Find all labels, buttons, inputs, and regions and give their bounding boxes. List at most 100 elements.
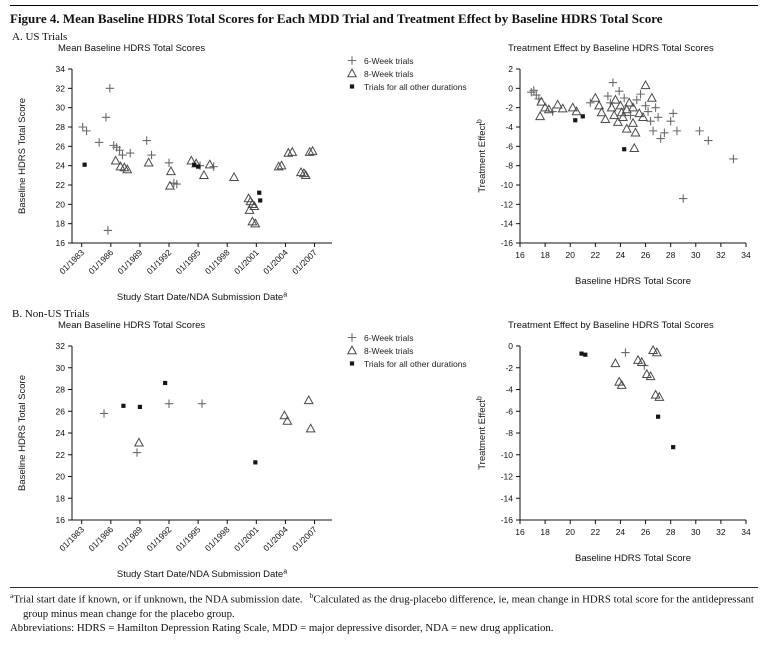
- y-tick-label: 26: [56, 406, 66, 416]
- marker-square: [196, 164, 201, 169]
- marker-plus: [347, 56, 357, 65]
- marker-square: [671, 445, 676, 450]
- panel-a: A. US Trials Mean Baseline HDRS Total Sc…: [10, 31, 758, 305]
- marker-triangle: [110, 155, 121, 165]
- footnote-abbreviations: Abbreviations: HDRS = Hamilton Depressio…: [10, 622, 554, 635]
- marker-triangle: [540, 102, 551, 112]
- x-tick-label: 01/1992: [145, 524, 174, 553]
- y-tick-label: -4: [505, 122, 513, 132]
- marker-triangle: [650, 389, 661, 399]
- y-tick-label: 32: [56, 341, 66, 351]
- y-tick-label: 18: [56, 493, 66, 503]
- marker-triangle: [615, 100, 626, 110]
- marker-plus: [118, 150, 127, 160]
- y-axis-title: Treatment Effectb: [477, 396, 489, 470]
- x-tick-label: 01/2007: [290, 247, 319, 276]
- marker-triangle: [629, 142, 640, 152]
- legend-item-triangle: 8-Week trials: [344, 68, 474, 79]
- marker-plus: [679, 194, 688, 203]
- marker-triangle: [346, 345, 358, 355]
- y-axis-title: Baseline HDRS Total Score: [17, 98, 28, 214]
- x-tick-label: 01/2007: [290, 524, 319, 553]
- y-tick-label: 20: [56, 472, 66, 482]
- triangle-icon: [346, 345, 358, 355]
- marker-triangle: [651, 347, 662, 357]
- x-tick-label: 01/2001: [232, 247, 261, 276]
- marker-square: [258, 198, 263, 203]
- chart-us-effect-block: Treatment Effect by Baseline HDRS Total …: [474, 43, 758, 289]
- marker-plus: [132, 448, 142, 457]
- marker-triangle: [632, 354, 644, 364]
- x-tick-label: 01/1995: [174, 524, 203, 553]
- marker-triangle: [612, 116, 623, 126]
- marker-square: [349, 84, 355, 89]
- x-tick-label: 32: [716, 250, 726, 260]
- marker-square: [192, 162, 197, 167]
- x-tick-label: 22: [591, 527, 601, 537]
- marker-triangle: [186, 155, 197, 165]
- marker-square: [583, 352, 588, 357]
- x-tick-label: 01/1983: [57, 247, 86, 276]
- marker-square: [349, 361, 355, 366]
- marker-plus: [105, 84, 115, 93]
- marker-plus: [660, 128, 669, 137]
- panel-b-label: B. Non-US Trials: [12, 308, 90, 320]
- marker-plus: [668, 109, 678, 118]
- y-tick-label: 28: [56, 122, 66, 132]
- x-tick-label: 20: [565, 250, 575, 260]
- x-tick-label: 01/1998: [203, 524, 232, 553]
- x-tick-label: 01/1986: [86, 524, 115, 553]
- marker-plus: [529, 86, 539, 95]
- marker-triangle: [273, 161, 284, 171]
- footnote-b-sup: b: [309, 591, 314, 600]
- y-tick-label: 0: [508, 83, 513, 93]
- marker-triangle: [115, 161, 126, 171]
- y-tick-label: 26: [56, 141, 66, 151]
- marker-triangle: [536, 96, 547, 106]
- marker-plus: [651, 103, 660, 112]
- marker-plus: [347, 333, 357, 342]
- legend-item-square: Trials for all other durations: [344, 358, 474, 369]
- x-tick-label: 01/1983: [57, 524, 86, 553]
- marker-plus: [704, 136, 713, 145]
- square-icon: [349, 84, 355, 89]
- marker-triangle: [164, 180, 176, 190]
- chart-nonus-effect-block: Treatment Effect by Baseline HDRS Total …: [474, 320, 758, 566]
- legend-us: 6-Week trials 8-Week trials Trials for all…: [344, 55, 474, 94]
- y-tick-label: 24: [56, 428, 66, 438]
- y-tick-label: -2: [505, 363, 513, 373]
- marker-triangle: [557, 103, 568, 113]
- x-tick-label: 16: [515, 250, 525, 260]
- scatter-us-effect: 16 18 20 22 24 26 28 30 32 34-16-14-12-10-8-6-4-2…: [477, 64, 751, 287]
- x-tick-label: 22: [591, 250, 601, 260]
- marker-plus: [94, 138, 104, 147]
- marker-plus: [653, 113, 663, 122]
- y-tick-label: -6: [505, 141, 513, 151]
- marker-plus: [621, 348, 630, 357]
- marker-plus: [103, 226, 113, 235]
- marker-triangle: [249, 200, 260, 210]
- x-tick-label: 34: [741, 527, 751, 537]
- x-tick-label: 20: [565, 527, 575, 537]
- marker-triangle: [630, 127, 641, 137]
- marker-triangle: [596, 107, 607, 117]
- panel-a-charts-row: Mean Baseline HDRS Total Scores 01/1983 0…: [10, 43, 758, 305]
- marker-plus: [643, 107, 653, 116]
- x-tick-label: 18: [540, 527, 550, 537]
- x-tick-label: 01/2004: [261, 247, 290, 276]
- legend-label: 8-Week trials: [364, 345, 414, 356]
- marker-triangle: [204, 159, 215, 169]
- legend-label: 6-Week trials: [364, 55, 414, 66]
- marker-plus: [78, 122, 87, 132]
- marker-triangle: [600, 113, 611, 123]
- x-tick-label: 30: [691, 527, 701, 537]
- plus-icon: [347, 333, 357, 342]
- y-tick-label: 30: [56, 103, 66, 113]
- y-tick-label: -10: [501, 180, 514, 190]
- marker-plus: [82, 126, 91, 136]
- marker-plus: [147, 150, 156, 160]
- marker-square: [257, 190, 262, 195]
- marker-triangle: [654, 391, 665, 401]
- marker-square: [622, 147, 627, 152]
- marker-plus: [620, 93, 629, 103]
